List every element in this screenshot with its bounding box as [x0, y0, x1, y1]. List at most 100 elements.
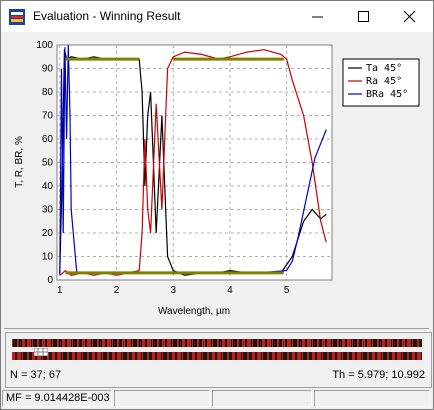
strip-layer [82, 352, 83, 360]
chart-panel[interactable]: 0 10 20 30 40 50 60 70 80 90 100 1 2 3 4 5 Wavelength,… [2, 32, 433, 326]
strip-layer [42, 352, 43, 360]
strip-layer [377, 352, 381, 360]
strip-layer [167, 352, 169, 360]
status-mf: MF = 9.014428E-003 [2, 390, 112, 407]
close-button[interactable] [387, 1, 433, 32]
strip-layer [242, 352, 243, 360]
strip-layer [162, 352, 163, 360]
strip-layer [102, 352, 103, 360]
minimize-button[interactable] [295, 1, 341, 32]
strip-layer [277, 352, 281, 360]
strip-layer [92, 352, 95, 360]
strip-layer [217, 339, 219, 347]
strip-layer [292, 352, 295, 360]
strip-layer [337, 339, 339, 347]
strip-layer [302, 352, 303, 360]
title-bar[interactable]: Evaluation - Winning Result [1, 1, 433, 32]
strip-layer [12, 352, 15, 360]
strip-layer [382, 339, 385, 347]
grid-marker-icon [34, 348, 48, 356]
strip-layer [202, 339, 205, 347]
y-tick-label: 40 [42, 181, 54, 192]
strip-layer [182, 352, 183, 360]
strip-layer [357, 352, 361, 360]
strip-layer [182, 339, 185, 347]
strip-layer [117, 352, 121, 360]
strip-layer [317, 339, 319, 347]
strip-layer [27, 339, 31, 347]
strip-layer [172, 352, 175, 360]
strip-layer [397, 352, 401, 360]
strip-layer [62, 352, 63, 360]
strip-layer [147, 339, 151, 347]
strip-layer [72, 352, 75, 360]
legend-label: Ra 45° [366, 76, 402, 87]
y-tick-label: 30 [42, 205, 54, 216]
strip-layer [127, 339, 131, 347]
plot-area [56, 44, 333, 281]
strip-layer [347, 352, 349, 360]
strip-layer [222, 352, 223, 360]
strip-layer [312, 339, 313, 347]
strip-layer [177, 352, 181, 360]
y-tick-label: 90 [42, 64, 54, 75]
strip-layer [282, 352, 283, 360]
strip-layer [332, 352, 335, 360]
strip-layer [352, 352, 355, 360]
strip-layer [237, 339, 239, 347]
strip-layer [87, 339, 91, 347]
strip-layer [317, 352, 321, 360]
strip-layer [52, 339, 53, 347]
status-cell-4 [314, 390, 430, 407]
strip-layer [272, 339, 273, 347]
strip-layer [272, 352, 275, 360]
y-axis-label: T, R, BR, % [14, 136, 25, 188]
y-tick-label: 50 [42, 158, 54, 169]
strip-layer [287, 352, 289, 360]
chart[interactable]: 0 10 20 30 40 50 60 70 80 90 100 1 2 3 4 5 Wavelength,… [2, 32, 433, 326]
thickness-label: Th = 5.979; 10.992 [332, 369, 425, 381]
strip-layer [112, 339, 113, 347]
strip-layer [227, 352, 229, 360]
strip-layer [247, 352, 249, 360]
window-title: Evaluation - Winning Result [33, 9, 181, 23]
x-tick-label: 2 [114, 285, 120, 296]
y-tick-label: 10 [42, 252, 54, 263]
strip-layer [137, 352, 141, 360]
maximize-icon [358, 11, 369, 22]
strip-layer [207, 352, 209, 360]
status-cell-3 [212, 390, 312, 407]
strip-layer [417, 339, 419, 347]
strip-layer [417, 352, 421, 360]
strip-layer [117, 339, 119, 347]
strip-layer [307, 339, 311, 347]
y-tick-label: 60 [42, 134, 54, 145]
strip-layer [257, 339, 259, 347]
strip-layer [372, 352, 375, 360]
strip-layer [327, 339, 331, 347]
maximize-button[interactable] [341, 1, 387, 32]
strip-layer [67, 352, 69, 360]
strip-layer [367, 352, 369, 360]
app-icon [9, 9, 25, 25]
strip-layer [177, 339, 179, 347]
strip-layer [97, 339, 99, 347]
x-tick-labels: 1 2 3 4 5 [57, 285, 290, 296]
strip-layer [27, 352, 29, 360]
strip-layer [342, 352, 343, 360]
y-tick-label: 80 [42, 87, 54, 98]
strip-layer [77, 339, 79, 347]
y-tick-label: 70 [42, 111, 54, 122]
legend-box [342, 58, 420, 107]
strip-layer [402, 339, 405, 347]
strip-layer [347, 339, 351, 347]
strip-layer [412, 352, 415, 360]
strip-layer [32, 352, 35, 360]
strip-layer [357, 339, 359, 347]
strip-layer [387, 352, 389, 360]
strip-layer [162, 339, 165, 347]
strip-layer [297, 352, 301, 360]
strip-layer [157, 352, 161, 360]
layer-strip-1 [12, 339, 422, 347]
